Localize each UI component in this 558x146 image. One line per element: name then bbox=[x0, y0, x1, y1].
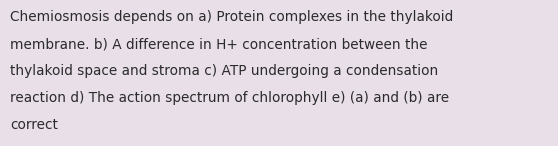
Text: correct: correct bbox=[10, 118, 58, 132]
Text: reaction d) The action spectrum of chlorophyll e) (a) and (b) are: reaction d) The action spectrum of chlor… bbox=[10, 91, 449, 105]
Text: membrane. b) A difference in H+ concentration between the: membrane. b) A difference in H+ concentr… bbox=[10, 37, 427, 51]
Text: Chemiosmosis depends on a) Protein complexes in the thylakoid: Chemiosmosis depends on a) Protein compl… bbox=[10, 10, 453, 24]
Text: thylakoid space and stroma c) ATP undergoing a condensation: thylakoid space and stroma c) ATP underg… bbox=[10, 64, 438, 78]
